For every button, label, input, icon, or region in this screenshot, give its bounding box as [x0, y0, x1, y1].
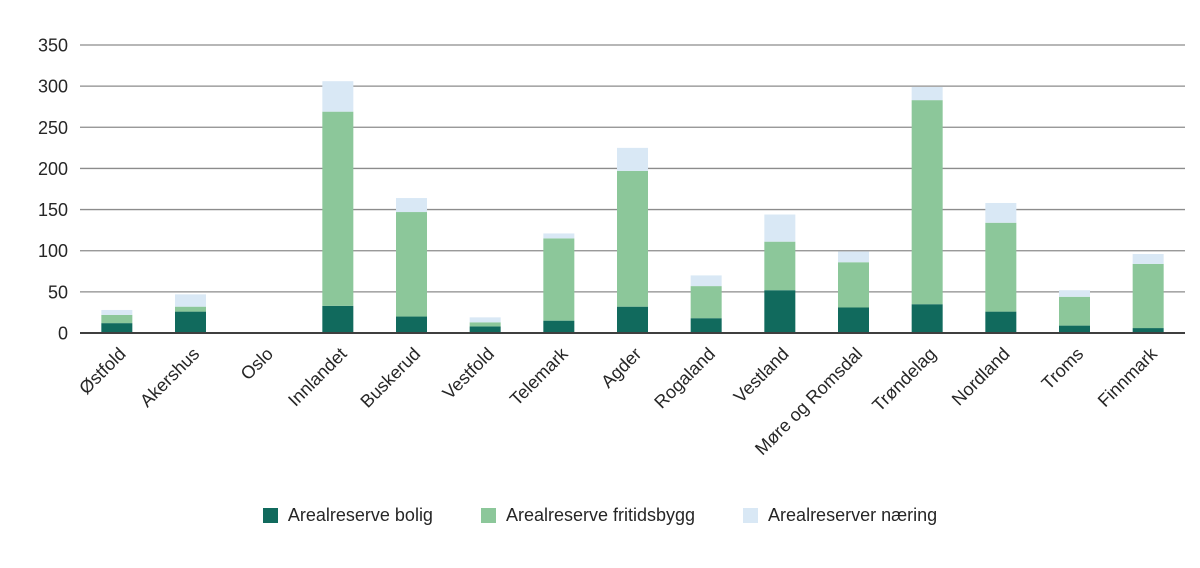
bar-segment	[985, 202, 1017, 223]
x-category-label: Telemark	[506, 343, 572, 409]
x-category-label: Vestfold	[439, 344, 498, 403]
bar-segment	[396, 198, 427, 213]
bar-segment	[1132, 328, 1164, 333]
bar-segment	[838, 251, 869, 263]
legend-swatch-naering	[743, 507, 759, 523]
stacked-bar-chart: 0 50 100 150 200 250 300 350 Østfold Akershus Oslo…	[38, 36, 1185, 459]
legend-item-fritidsbygg: Arealreserve fritidsbygg	[480, 505, 696, 525]
legend-item-bolig: Arealreserve bolig	[262, 505, 433, 525]
bar-segment	[1059, 290, 1090, 297]
bar-segment	[101, 309, 133, 315]
x-category-label: Vestland	[730, 344, 793, 407]
y-tick-label: 0	[58, 324, 68, 344]
bar-segment	[617, 306, 648, 333]
bar-segment	[1059, 325, 1090, 333]
x-category-label: Troms	[1038, 344, 1088, 394]
bar-segment	[175, 294, 206, 307]
bar-segment	[838, 262, 869, 308]
legend-item-naering: Arealreserver næring	[743, 506, 937, 524]
bar-segment	[322, 111, 354, 306]
bar-segment	[322, 305, 354, 333]
bar-segment	[764, 290, 796, 333]
x-category-label: Nordland	[948, 344, 1014, 410]
legend-label-fritidsbygg: Arealreserve fritidsbygg	[505, 505, 696, 525]
bar-segment	[911, 100, 943, 305]
bar-segment	[985, 311, 1017, 333]
x-category-label: Oslo	[237, 344, 277, 384]
bar-segment	[690, 318, 722, 333]
bar-segment	[543, 320, 575, 333]
x-category-label: Finnmark	[1094, 343, 1162, 411]
x-category-label: Akershus	[136, 344, 203, 411]
y-tick-label: 150	[38, 200, 68, 220]
bar-segment	[838, 307, 869, 333]
bar-segment	[911, 304, 943, 333]
bar-segment	[469, 322, 501, 327]
y-tick-label: 300	[38, 77, 68, 97]
bar-segment	[543, 238, 575, 321]
bar-segment	[764, 214, 796, 242]
bar-segment	[396, 212, 427, 317]
bar-segment	[617, 147, 648, 171]
bar-segment	[985, 222, 1017, 312]
bar-segment	[1059, 296, 1090, 326]
bar-segment	[101, 314, 133, 324]
y-tick-label: 350	[38, 36, 68, 56]
legend-swatch-fritidsbygg	[480, 507, 496, 523]
bar-segment	[396, 316, 427, 333]
legend-swatch-bolig	[262, 507, 278, 523]
y-tick-label: 100	[38, 241, 68, 261]
bar-segment	[1132, 263, 1164, 329]
bar-segment	[175, 311, 206, 333]
legend-label-naering: Arealreserver næring	[768, 505, 938, 525]
bar-segment	[911, 86, 943, 101]
bar-segment	[1132, 254, 1164, 264]
x-category-label: Innlandet	[284, 344, 351, 411]
bar-segment	[690, 275, 722, 287]
x-category-label: Buskerud	[356, 344, 424, 412]
bar-segment	[690, 286, 722, 319]
y-tick-label: 250	[38, 118, 68, 138]
x-category-label: Agder	[597, 344, 645, 392]
bar-segment	[764, 241, 796, 291]
bar-segment	[469, 317, 501, 323]
bar-segment	[175, 306, 206, 312]
bar-segment	[322, 81, 354, 112]
bar-segment	[617, 170, 648, 307]
chart-legend: Arealreserve bolig Arealreserve fritidsb…	[0, 506, 1200, 524]
x-category-label: Trøndelag	[868, 344, 940, 416]
y-tick-label: 200	[38, 159, 68, 179]
bar-segment	[543, 233, 575, 239]
y-tick-label: 50	[48, 282, 68, 302]
x-category-label: Rogaland	[650, 344, 719, 413]
bar-segment	[469, 326, 501, 333]
x-category-label: Østfold	[75, 344, 129, 398]
bar-segment	[101, 323, 133, 333]
legend-label-bolig: Arealreserve bolig	[287, 505, 433, 525]
